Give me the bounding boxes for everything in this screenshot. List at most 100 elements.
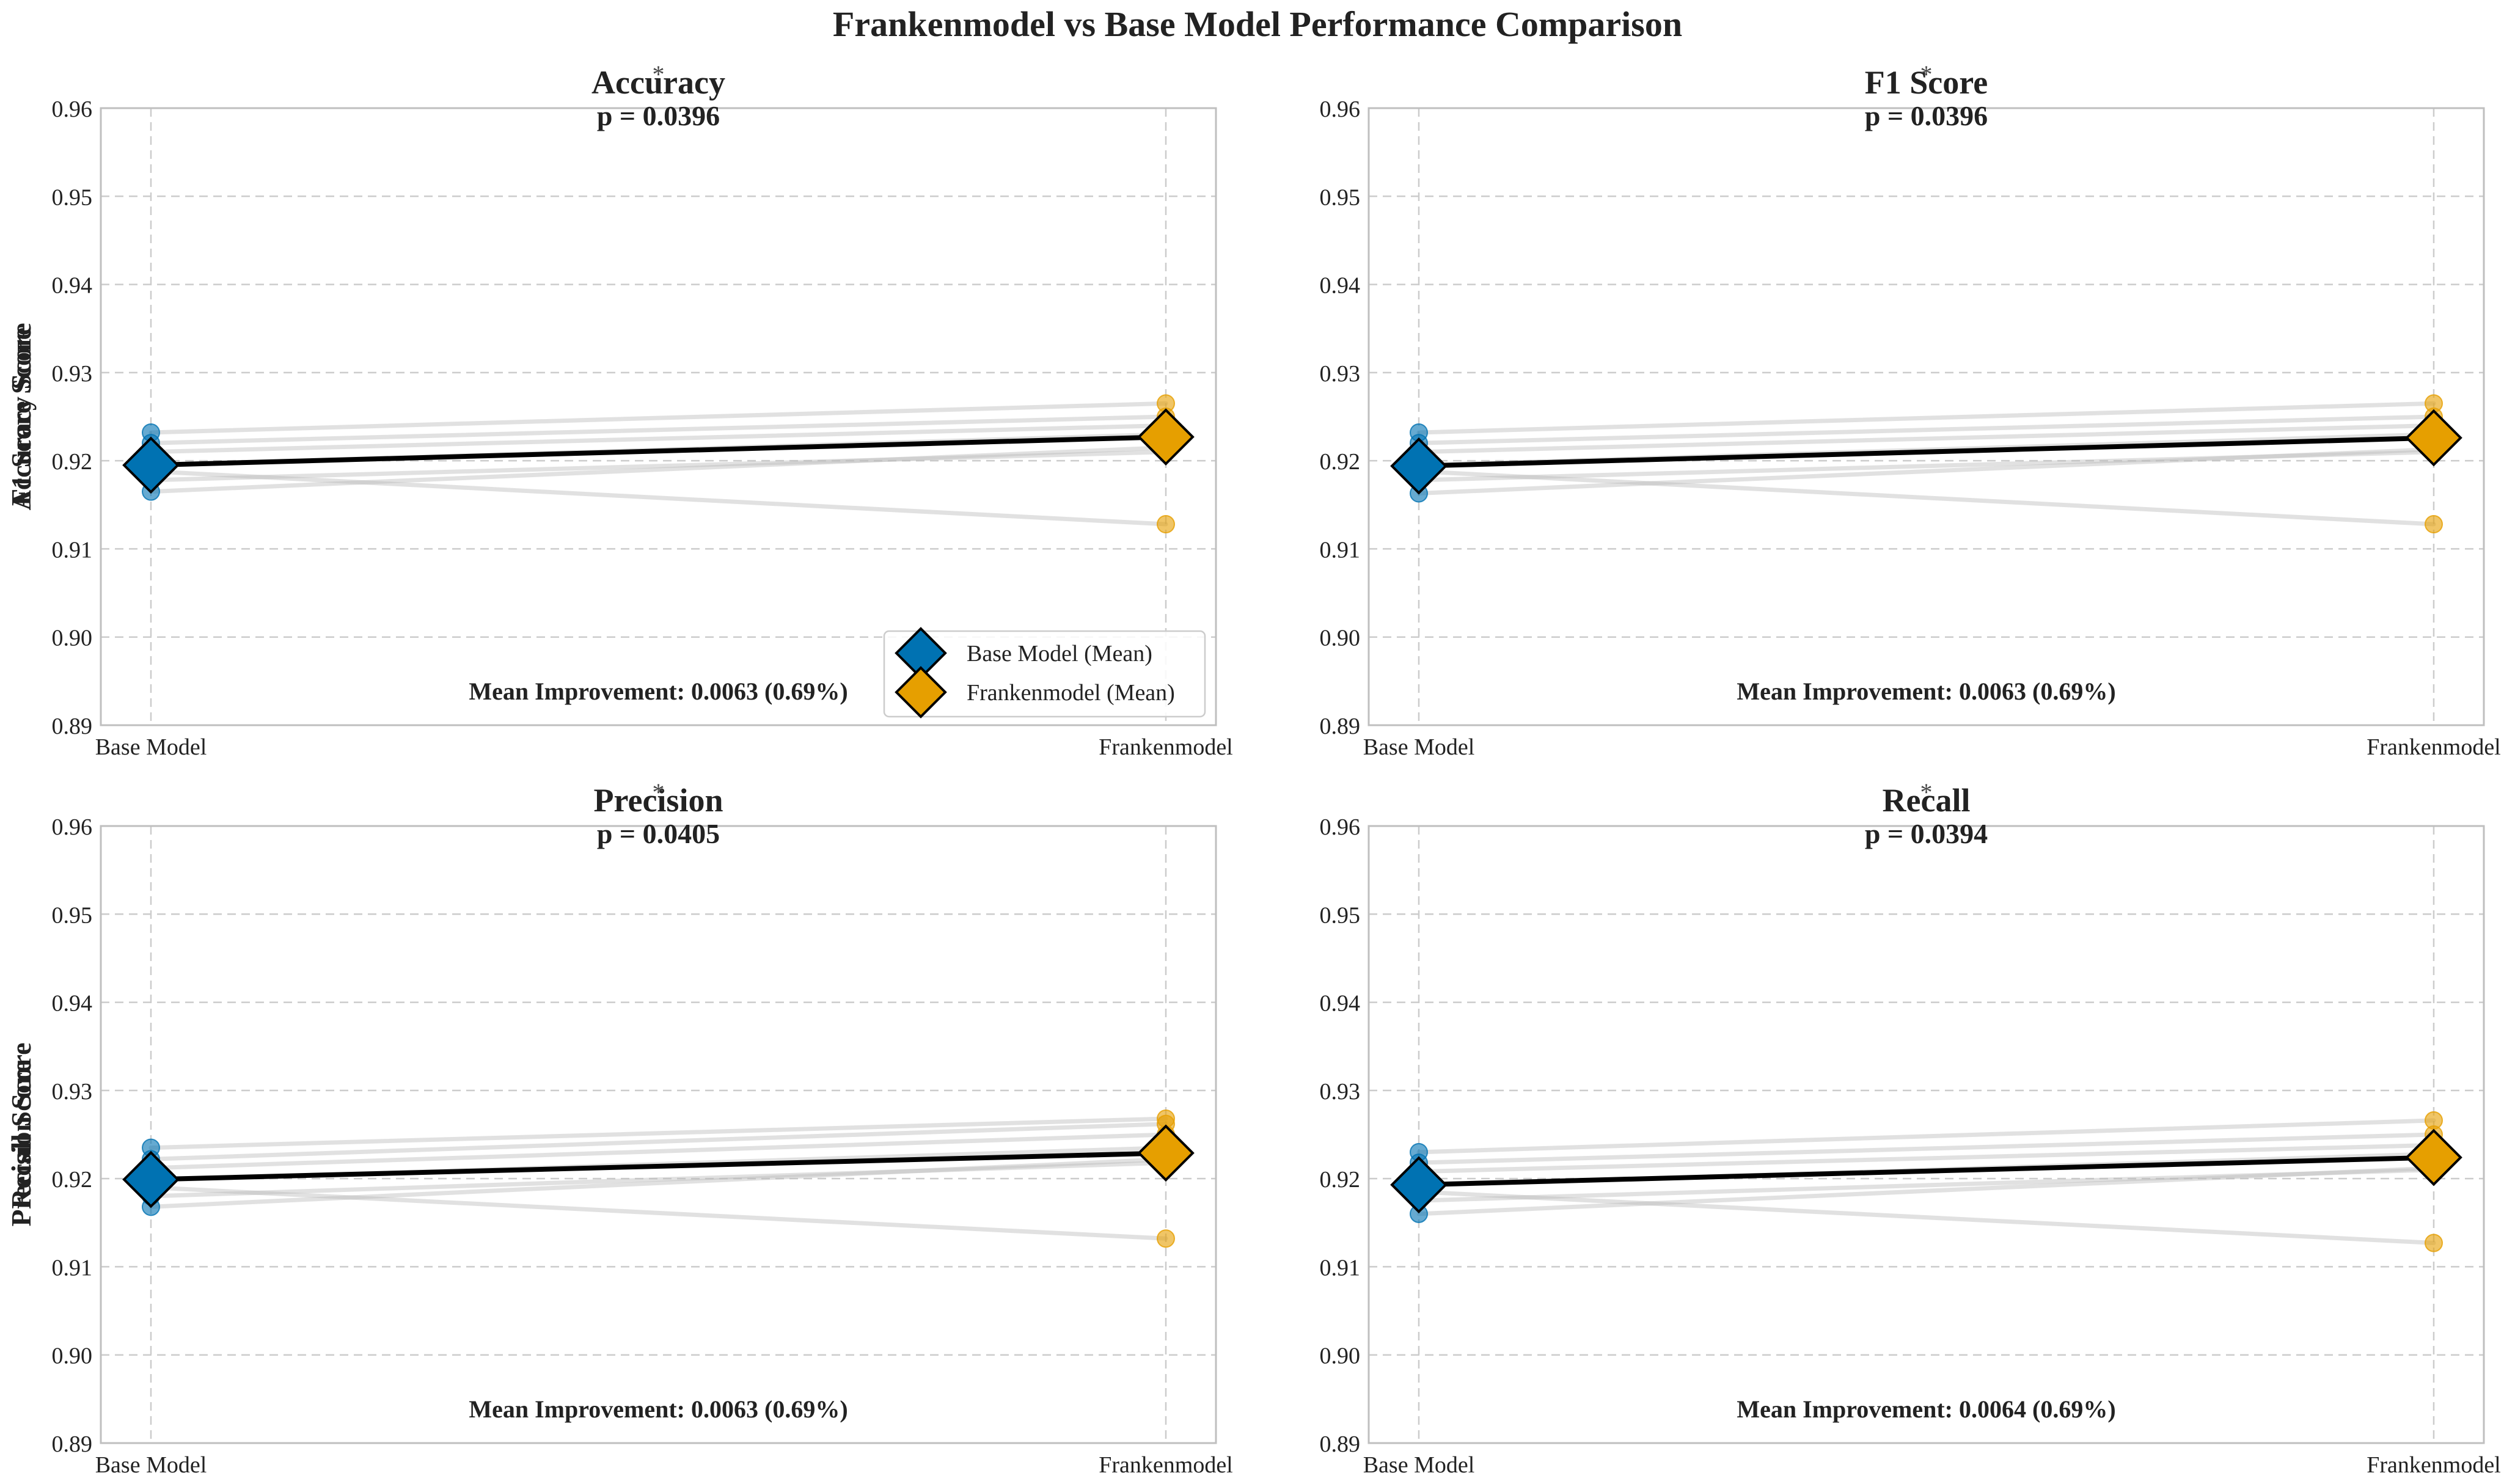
y-axis-label: Recall Score <box>5 1060 37 1208</box>
y-tick-label: 0.93 <box>52 1079 93 1105</box>
frankenmodel-point <box>2425 515 2443 534</box>
pair-line <box>148 1116 1168 1150</box>
y-tick-label: 0.90 <box>52 626 93 651</box>
pair-line <box>1416 401 2436 435</box>
y-tick-label: 0.95 <box>1320 902 1361 928</box>
x-tick-label: Base Model <box>1363 1452 1475 1478</box>
y-tick-label: 0.95 <box>1320 185 1361 210</box>
pair-line <box>1416 1166 2436 1216</box>
axes-frame <box>1367 825 2485 1444</box>
significance-marker: * <box>1920 60 1933 88</box>
pair-line <box>1416 423 2436 455</box>
x-tick-label: Frankenmodel <box>2367 1452 2501 1478</box>
y-tick-label: 0.96 <box>52 97 93 122</box>
base-mean-marker <box>1390 1156 1448 1214</box>
y-tick-label: 0.90 <box>52 1343 93 1369</box>
legend-frankenmodel-marker <box>895 666 947 718</box>
y-tick-label: 0.94 <box>52 273 93 299</box>
base-mean-marker <box>122 436 180 494</box>
panel-title: Accuracy <box>591 64 725 101</box>
y-tick-label: 0.94 <box>1320 273 1361 299</box>
y-tick-label: 0.91 <box>52 537 93 563</box>
mean-line <box>1418 1155 2434 1188</box>
y-tick-label: 0.91 <box>1320 1255 1361 1281</box>
y-tick-label: 0.92 <box>1320 1167 1361 1193</box>
legend-entry-label: Base Model (Mean) <box>967 641 1152 667</box>
base-mean-marker <box>1390 437 1448 495</box>
frankenmodel-point <box>1157 515 1175 534</box>
base-mean-marker <box>122 1150 180 1208</box>
significance-marker: * <box>653 60 665 88</box>
legend: Base Model (Mean) Frankenmodel (Mean) <box>883 627 1206 718</box>
pair-line <box>148 445 1168 494</box>
pair-line <box>148 1185 1168 1241</box>
pair-line <box>1416 414 2436 445</box>
panel-f1-score: 0.89 0.90 0.91 0.92 0.93 0.94 0.95 0.96 Base Mod… <box>5 60 2501 760</box>
x-tick-label: Base Model <box>95 734 207 760</box>
legend-box <box>883 630 1206 718</box>
frankenmodel-mean-marker <box>2405 1128 2462 1186</box>
axes-frame <box>100 825 1217 1444</box>
mean-improvement-label: Mean Improvement: 0.0063 (0.69%) <box>1737 678 2115 705</box>
y-tick-label: 0.92 <box>52 449 93 475</box>
y-tick-label: 0.93 <box>52 361 93 387</box>
axes-frame <box>1367 107 2485 726</box>
x-tick-label: Frankenmodel <box>2367 734 2501 760</box>
pair-line <box>148 469 1168 527</box>
mean-improvement-label: Mean Improvement: 0.0063 (0.69%) <box>469 1395 847 1423</box>
pair-line <box>1416 1190 2436 1245</box>
x-tick-label: Frankenmodel <box>1099 1452 1233 1478</box>
frankenmodel-point <box>2425 1234 2443 1252</box>
p-value-label: p = 0.0396 <box>597 100 720 131</box>
y-tick-label: 0.89 <box>1320 1431 1361 1457</box>
pair-line <box>148 1157 1168 1209</box>
y-tick-label: 0.92 <box>52 1167 93 1193</box>
mean-line <box>1418 435 2434 469</box>
x-tick-label: Base Model <box>95 1452 207 1478</box>
pair-line <box>148 414 1168 445</box>
y-tick-label: 0.93 <box>1320 361 1361 387</box>
mean-line <box>150 1150 1166 1182</box>
mean-improvement-label: Mean Improvement: 0.0064 (0.69%) <box>1737 1395 2115 1423</box>
y-tick-label: 0.96 <box>1320 97 1361 122</box>
y-tick-label: 0.95 <box>52 902 93 928</box>
pair-line <box>148 423 1168 455</box>
axes-frame <box>100 107 1217 726</box>
panel-title: Recall <box>1883 782 1971 819</box>
pair-line <box>148 401 1168 435</box>
y-tick-label: 0.93 <box>1320 1079 1361 1105</box>
y-axis-label: Precision Score <box>5 1042 37 1226</box>
pair-line <box>148 450 1168 483</box>
panel-accuracy: 0.89 0.90 0.91 0.92 0.93 0.94 0.95 0.96 Base Mod… <box>5 60 1233 760</box>
y-tick-label: 0.90 <box>1320 1343 1361 1369</box>
x-tick-label: Frankenmodel <box>1099 734 1233 760</box>
pair-line <box>1416 1132 2436 1165</box>
pair-line <box>1416 447 2436 496</box>
pair-line <box>1416 1118 2436 1155</box>
panel-recall: 0.89 0.90 0.91 0.92 0.93 0.94 0.95 0.96 Base Mod… <box>5 778 2501 1478</box>
pair-line <box>1416 1142 2436 1174</box>
panel-title: Precision <box>594 782 723 819</box>
y-axis-label: Accuracy Score <box>5 323 37 511</box>
significance-marker: * <box>1920 778 1933 806</box>
y-tick-label: 0.94 <box>1320 991 1361 1017</box>
y-tick-label: 0.89 <box>52 1431 93 1457</box>
legend-entry-label: Frankenmodel (Mean) <box>967 680 1175 706</box>
y-tick-label: 0.91 <box>1320 537 1361 563</box>
mean-line <box>150 434 1166 468</box>
frankenmodel-mean-marker <box>1137 1124 1195 1182</box>
frankenmodel-mean-marker <box>2405 409 2462 467</box>
frankenmodel-mean-marker <box>1137 408 1195 466</box>
y-tick-label: 0.90 <box>1320 626 1361 651</box>
y-tick-label: 0.94 <box>52 991 93 1017</box>
pair-line <box>1416 1168 2436 1203</box>
mean-improvement-label: Mean Improvement: 0.0063 (0.69%) <box>469 678 847 705</box>
p-value-label: p = 0.0394 <box>1865 818 1988 849</box>
figure-title: Frankenmodel vs Base Model Performance C… <box>832 4 1683 44</box>
panel-title: F1 Score <box>1865 64 1988 101</box>
y-tick-label: 0.92 <box>1320 449 1361 475</box>
x-tick-label: Base Model <box>1363 734 1475 760</box>
frankenmodel-point <box>1157 1229 1175 1248</box>
p-value-label: p = 0.0396 <box>1865 100 1988 131</box>
